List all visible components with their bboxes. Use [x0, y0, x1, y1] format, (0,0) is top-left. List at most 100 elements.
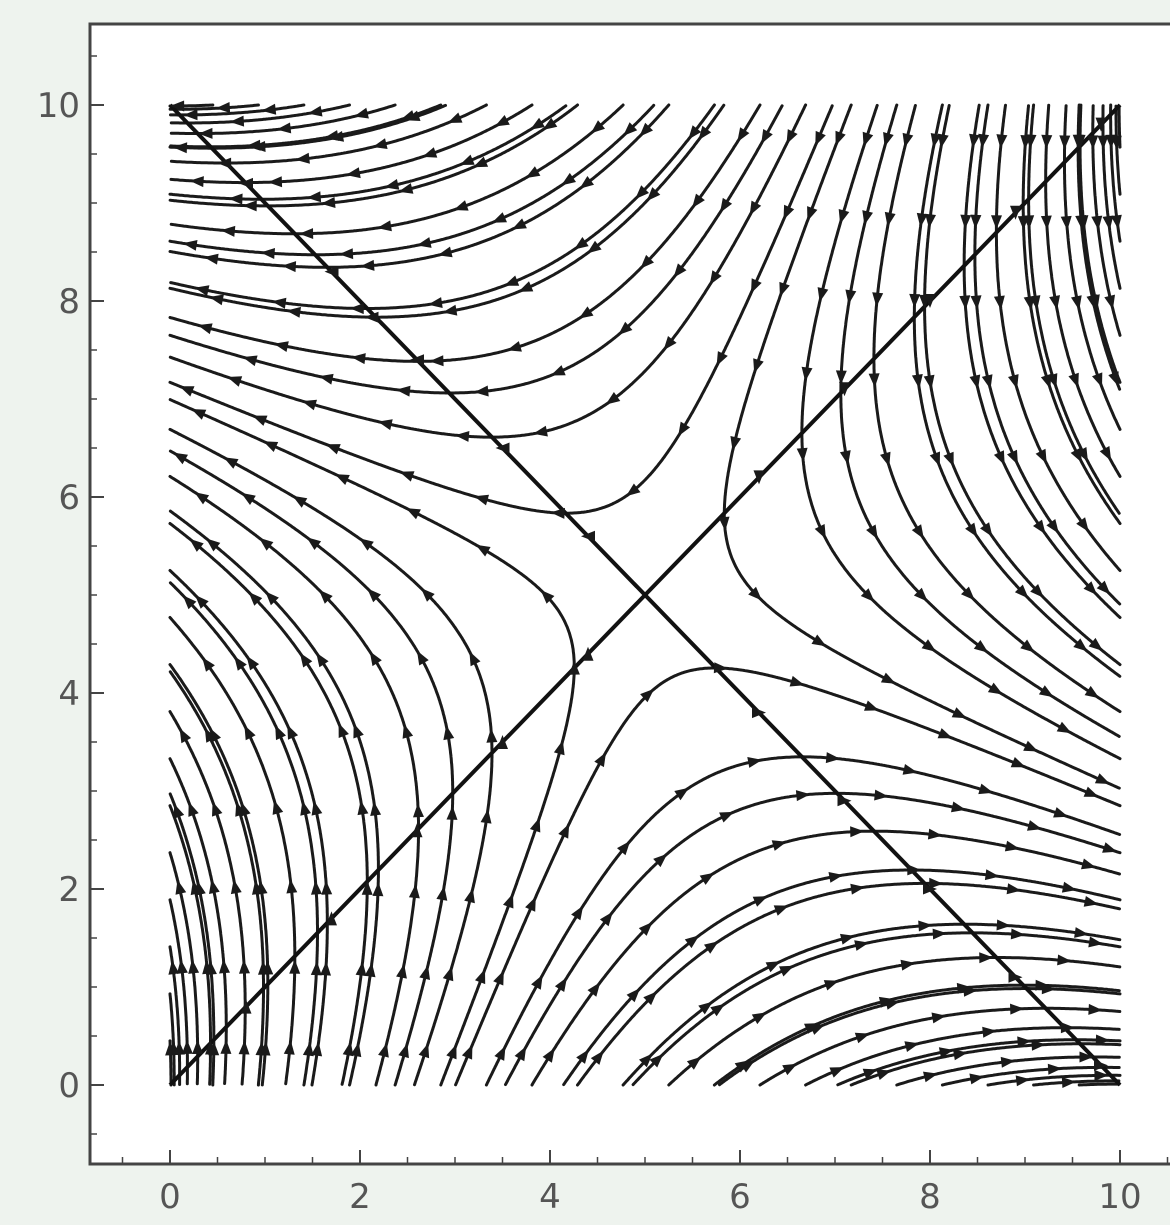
- arrowhead-74-25: [876, 1069, 892, 1080]
- streamline-79: [1077, 1082, 1121, 1087]
- arrowhead-48-25: [937, 133, 949, 149]
- arrowhead-67-25: [542, 1048, 555, 1063]
- arrowhead-11-300: [299, 652, 313, 668]
- arrowhead-18-245: [228, 193, 243, 205]
- streamline-9: [168, 616, 297, 1086]
- streamline-25: [169, 103, 443, 149]
- arrowhead-47-410: [1020, 639, 1035, 653]
- arrowhead-64-355: [367, 588, 381, 603]
- x-tick-label-1: 2: [349, 1177, 371, 1217]
- arrowhead-36-245: [929, 451, 940, 467]
- streamline-21: [168, 103, 260, 111]
- streamline-15: [168, 104, 784, 395]
- arrowhead-53-25: [1059, 135, 1071, 150]
- arrowhead-27-80: [422, 147, 438, 158]
- arrowhead-21-25: [215, 102, 231, 113]
- streamline-39: [1076, 103, 1122, 391]
- arrowhead-62-300: [234, 656, 247, 671]
- streamline-17: [168, 103, 656, 257]
- arrowhead-68-25: [590, 1050, 604, 1065]
- arrowhead-46-355: [860, 588, 875, 602]
- arrowhead-28-135: [398, 183, 414, 194]
- arrowhead-32-245: [506, 341, 522, 352]
- arrowhead-sep1-0.89: [1008, 971, 1023, 983]
- arrowhead-10-300: [246, 655, 260, 671]
- arrowhead-31-300: [349, 303, 364, 315]
- arrowhead-50-300: [1076, 517, 1089, 532]
- arrowhead-29-245: [299, 228, 314, 239]
- arrowhead-15-355: [396, 385, 411, 397]
- arrowhead-65-575: [263, 441, 279, 452]
- arrowhead-2-80: [168, 960, 180, 975]
- arrowhead-22-80: [183, 109, 198, 121]
- streamline-33: [168, 103, 808, 439]
- arrowhead-24-80: [276, 122, 292, 134]
- arrowhead-4-80: [188, 959, 200, 974]
- arrowhead-30-135: [511, 218, 527, 230]
- arrowhead-61-245: [204, 727, 217, 743]
- arrowhead-67-80: [587, 982, 601, 997]
- arrowhead-36-80: [916, 212, 928, 228]
- arrowhead-61-80: [258, 960, 269, 975]
- arrowhead-36-300: [965, 522, 978, 538]
- arrowhead-18-25: [530, 117, 545, 130]
- arrowhead-40-25: [862, 1068, 878, 1080]
- arrowhead-sep0-0.08: [240, 999, 252, 1014]
- arrowhead-9-25: [283, 1040, 295, 1055]
- arrowhead-35-465: [1038, 685, 1054, 698]
- arrowhead-13-135: [464, 888, 475, 904]
- arrowhead-14-575: [252, 415, 268, 426]
- arrowhead-56-25: [1097, 135, 1109, 150]
- arrowhead-45-465: [864, 700, 879, 711]
- arrowhead-37-245: [1007, 449, 1018, 465]
- arrowhead-39-190: [1108, 371, 1119, 387]
- streamline-35: [839, 103, 1121, 738]
- arrowhead-51-190: [1040, 373, 1052, 389]
- arrowhead-65-355: [540, 589, 555, 604]
- arrowhead-32-25: [737, 127, 750, 143]
- arrowhead-14-245: [678, 421, 691, 437]
- arrowhead-66-135: [571, 905, 584, 921]
- arrowhead-50-190: [1008, 374, 1019, 389]
- arrowhead-34-355: [748, 586, 762, 601]
- arrowhead-75-135: [1079, 1051, 1094, 1063]
- arrowhead-63-355: [265, 591, 279, 606]
- arrowhead-74-135: [1031, 1039, 1046, 1051]
- arrowhead-14-410: [474, 494, 489, 506]
- streamline-14: [168, 104, 834, 515]
- arrowhead-6-80: [219, 959, 230, 974]
- streamline-5: [168, 804, 212, 1086]
- arrowhead-31-355: [271, 297, 287, 309]
- arrowhead-sep1-0.17: [324, 266, 339, 278]
- arrowhead-45-410: [789, 675, 805, 687]
- streamline-11: [168, 522, 369, 1086]
- arrowhead-15-410: [318, 373, 334, 385]
- arrowhead-16-355: [286, 306, 301, 318]
- arrowhead-45-575: [1010, 757, 1026, 768]
- arrowhead-42-80: [710, 1003, 725, 1017]
- arrowhead-17-300: [260, 248, 275, 259]
- arrowhead-42-355: [1088, 936, 1103, 948]
- arrowhead-65-190: [529, 817, 541, 833]
- arrowhead-73-190: [1060, 1022, 1075, 1034]
- arrowhead-62-25: [302, 1041, 314, 1057]
- arrowhead-34-410: [811, 634, 827, 647]
- arrowhead-37-25: [978, 133, 990, 149]
- arrowhead-69-135: [765, 961, 781, 973]
- arrowhead-63-80: [364, 962, 376, 978]
- arrowhead-67-300: [850, 826, 865, 838]
- separatrix-1: [168, 103, 1122, 1087]
- arrowhead-69-300: [996, 919, 1011, 931]
- arrowhead-49-80: [960, 214, 972, 229]
- arrowhead-64-135: [436, 886, 448, 901]
- arrowhead-sep1-0.98: [1094, 1059, 1108, 1071]
- arrowhead-14-355: [550, 507, 565, 519]
- arrowhead-29-80: [525, 166, 541, 179]
- arrowhead-34-190: [753, 358, 764, 374]
- streamline-45: [454, 666, 1122, 1087]
- streamline-50: [994, 103, 1122, 572]
- arrowhead-16-300: [364, 311, 379, 323]
- arrowhead-17-135: [491, 212, 507, 223]
- arrowhead-25-25: [400, 110, 416, 121]
- arrowhead-27-190: [267, 176, 283, 188]
